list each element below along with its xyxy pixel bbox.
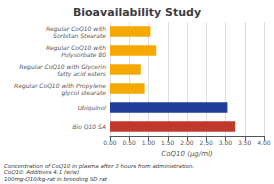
svg-text:0.00: 0.00: [103, 139, 117, 146]
svg-text:2.50: 2.50: [200, 139, 214, 146]
svg-text:Polysorbate 80: Polysorbate 80: [61, 51, 106, 59]
svg-text:Regular CoQ10 with: Regular CoQ10 with: [46, 24, 106, 32]
svg-text:Ubiquinol: Ubiquinol: [78, 104, 107, 112]
svg-text:Bio Q10 SA: Bio Q10 SA: [72, 123, 106, 130]
svg-text:3.50: 3.50: [238, 139, 252, 146]
svg-text:Sorbitan Stearate: Sorbitan Stearate: [53, 32, 106, 39]
svg-text:CoQ10: Additives 4:1 (w/w): CoQ10: Additives 4:1 (w/w): [4, 169, 79, 175]
svg-text:fatty acid esters: fatty acid esters: [57, 70, 106, 78]
svg-text:100mg-Q10/kg-rat in breeding S: 100mg-Q10/kg-rat in breeding SD rat: [4, 176, 108, 183]
svg-text:Regular CoQ10 with Propylene: Regular CoQ10 with Propylene: [14, 81, 106, 89]
svg-text:2.00: 2.00: [180, 139, 194, 146]
svg-text:Bioavailability Study: Bioavailability Study: [73, 6, 201, 19]
svg-text:Regular CoQ10 with: Regular CoQ10 with: [46, 43, 106, 51]
svg-text:1.50: 1.50: [161, 139, 175, 146]
svg-text:Concentration of CoQ10 in plas: Concentration of CoQ10 in plasma after 3…: [4, 162, 195, 169]
svg-text:glycol stearate: glycol stearate: [61, 89, 106, 97]
svg-text:0.50: 0.50: [123, 139, 137, 146]
svg-text:4.00: 4.00: [257, 139, 271, 146]
svg-text:Regular CoQ10 with Glycerin: Regular CoQ10 with Glycerin: [19, 62, 106, 70]
svg-text:1.00: 1.00: [142, 139, 156, 146]
svg-text:3.00: 3.00: [219, 139, 233, 146]
svg-text:CoQ10 (μg/ml): CoQ10 (μg/ml): [161, 150, 213, 158]
